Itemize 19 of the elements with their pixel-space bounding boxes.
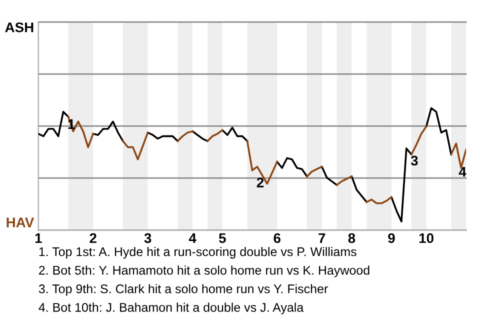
x-tick-label: 5: [218, 233, 226, 244]
x-tick-label: 4: [188, 233, 196, 243]
annotation: 2: [256, 178, 264, 188]
x-tick-label: 6: [274, 233, 280, 244]
text: 2. Bot 5th: Y. Hamamoto hit a solo home run vs K. Haywood: [39, 266, 370, 278]
x-tick-label: 3: [144, 233, 152, 244]
text: 1. Top 1st: A. Hyde hit a run-scoring double vs P. Williams: [39, 246, 356, 259]
x-tick-label: 7: [318, 233, 326, 243]
x-tick-label: 10: [419, 233, 434, 244]
text: 3. Top 9th: S. Clark hit a solo home run vs Y. Fischer: [38, 284, 328, 296]
annotation: 4: [458, 167, 466, 177]
x-tick-label: 2: [90, 233, 96, 243]
text: 4. Bot 10th: J. Bahamon hit a double vs J. Ayala: [38, 302, 304, 314]
x-tick-label: 8: [348, 233, 356, 244]
ref-line-label: ASH: [5, 22, 34, 32]
annotation: 3: [410, 156, 418, 166]
x-tick-label: 9: [388, 233, 395, 244]
ref-line-label: HAV: [6, 218, 34, 228]
x-tick-label: 1: [35, 233, 42, 243]
